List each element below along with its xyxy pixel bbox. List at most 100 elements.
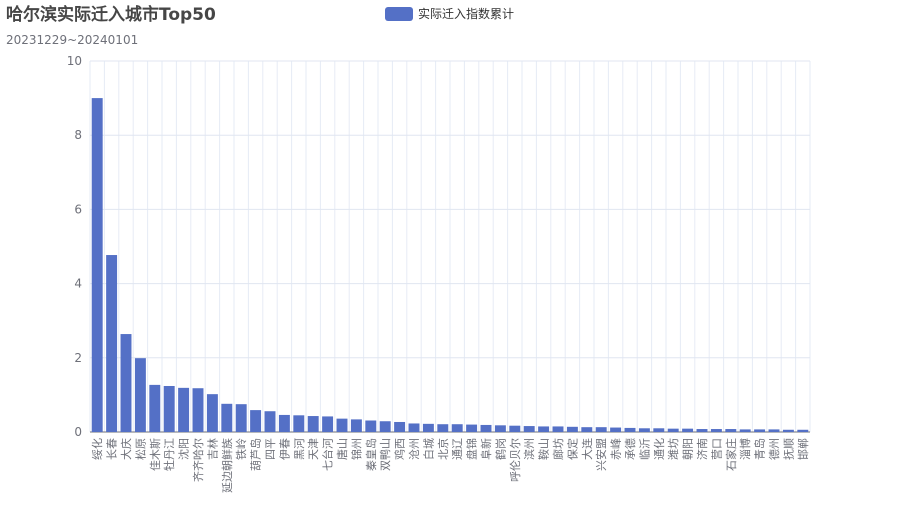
bar — [494, 425, 506, 432]
bar — [206, 394, 218, 432]
x-tick-label: 保定 — [565, 438, 579, 460]
x-tick-label: 齐齐哈尔 — [191, 438, 205, 482]
x-tick-label: 石家庄 — [724, 438, 738, 471]
x-tick-label: 双鸭山 — [379, 438, 392, 471]
bar — [451, 424, 463, 432]
bar — [178, 387, 190, 432]
x-tick-label: 抚顺 — [781, 438, 795, 460]
y-tick-label: 2 — [74, 351, 82, 365]
bar — [739, 429, 751, 432]
x-tick-label: 鸡西 — [393, 438, 407, 460]
x-tick-label: 承德 — [623, 438, 637, 460]
legend-label: 实际迁入指数累计 — [418, 6, 514, 21]
bar — [235, 404, 247, 432]
y-tick-label: 0 — [74, 425, 82, 439]
bar — [336, 418, 348, 432]
x-tick-label: 邯郸 — [796, 438, 810, 460]
x-tick-label: 锦州 — [349, 438, 363, 460]
x-tick-label: 佳木斯 — [148, 438, 162, 471]
bar — [350, 419, 362, 432]
bar — [264, 411, 276, 432]
x-tick-label: 大连 — [580, 438, 594, 460]
x-tick-label: 白城 — [421, 438, 435, 460]
x-tick-label: 济南 — [695, 438, 709, 460]
x-tick-label: 牡丹江 — [162, 438, 176, 471]
x-tick-label: 营口 — [709, 438, 723, 460]
x-tick-label: 铁岭 — [234, 438, 248, 460]
bar — [192, 388, 204, 432]
x-tick-label: 滨州 — [522, 438, 536, 460]
bar — [797, 429, 809, 432]
x-tick-label: 朝阳 — [682, 438, 695, 460]
x-tick-label: 秦皇岛 — [364, 438, 378, 471]
x-tick-label: 赤峰 — [610, 438, 623, 460]
x-tick-label: 长春 — [106, 438, 119, 460]
y-tick-label: 6 — [74, 202, 82, 216]
bar — [149, 384, 161, 432]
x-tick-label: 临沂 — [637, 438, 651, 460]
x-tick-label: 淄博 — [739, 438, 752, 460]
x-tick-label: 绥化 — [90, 438, 104, 460]
bar — [408, 423, 420, 432]
bar — [466, 424, 478, 432]
bar — [710, 429, 722, 432]
bar — [480, 424, 492, 432]
x-tick-label: 延边朝鲜族 — [220, 438, 234, 493]
legend-swatch — [385, 7, 413, 21]
x-tick-label: 盘锦 — [465, 438, 479, 460]
bar — [552, 426, 564, 432]
x-tick-label: 松原 — [133, 438, 147, 460]
x-tick-label: 沈阳 — [177, 438, 191, 460]
x-tick-label: 黑河 — [293, 438, 306, 460]
x-tick-label: 通辽 — [451, 438, 464, 460]
bar — [682, 428, 694, 432]
y-tick-label: 4 — [74, 277, 82, 291]
x-tick-label: 伊春 — [278, 438, 291, 460]
chart-title: 哈尔滨实际迁入城市Top50 — [6, 4, 216, 25]
x-tick-label: 大庆 — [119, 438, 133, 460]
bar — [782, 429, 794, 432]
y-tick-label: 10 — [67, 54, 82, 68]
bar — [595, 427, 607, 432]
x-tick-label: 兴安盟 — [594, 438, 608, 471]
x-tick-label: 沧州 — [407, 438, 421, 460]
x-tick-label: 七台河 — [321, 438, 335, 471]
bar — [638, 428, 650, 432]
bar — [523, 426, 535, 432]
x-tick-label: 北京 — [436, 438, 450, 460]
chart-subtitle: 20231229~20240101 — [6, 33, 138, 47]
x-tick-label: 德州 — [767, 438, 781, 460]
bar — [725, 429, 737, 432]
y-tick-label: 8 — [74, 128, 82, 142]
bar — [250, 410, 262, 432]
x-tick-label: 呼伦贝尔 — [508, 438, 522, 482]
x-tick-label: 鹤岗 — [493, 438, 507, 460]
bar — [581, 427, 593, 432]
bar — [610, 427, 622, 432]
bar — [394, 421, 406, 432]
bar — [566, 426, 578, 432]
bar — [322, 416, 334, 432]
x-tick-label: 鞍山 — [537, 438, 551, 460]
x-tick-label: 阜新 — [479, 438, 493, 460]
x-tick-label: 通化 — [652, 438, 666, 460]
bar — [437, 424, 449, 432]
bar — [278, 414, 290, 432]
bar — [768, 429, 780, 432]
bar — [134, 358, 146, 432]
bar — [667, 428, 679, 432]
bar — [365, 420, 377, 432]
bar — [163, 385, 175, 432]
bar — [653, 428, 665, 432]
bar — [422, 423, 434, 432]
bar — [754, 429, 766, 432]
x-tick-label: 青岛 — [753, 438, 767, 460]
bar — [624, 427, 636, 432]
x-tick-label: 四平 — [264, 438, 277, 460]
bar — [696, 429, 708, 432]
x-tick-label: 廊坊 — [551, 438, 565, 460]
bar — [106, 255, 118, 432]
x-tick-label: 吉林 — [205, 438, 219, 460]
